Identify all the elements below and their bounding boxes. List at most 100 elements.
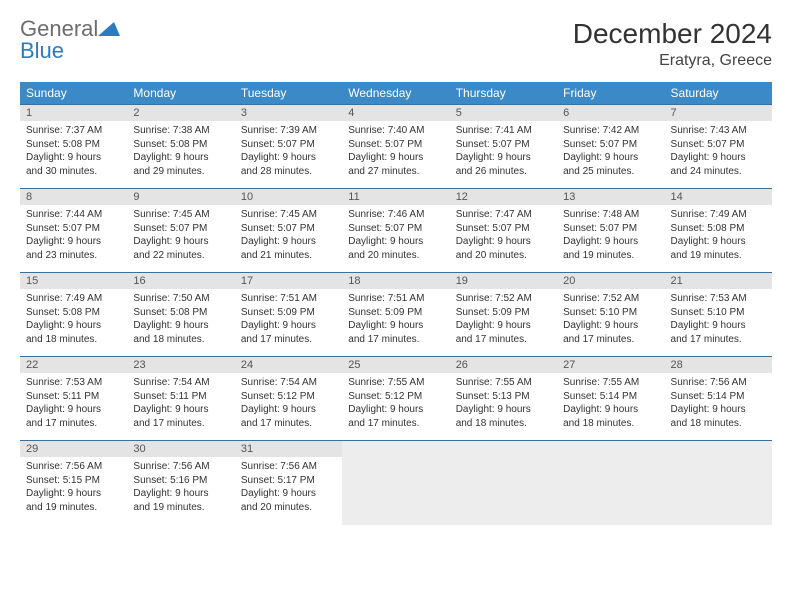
- daylight-text-2: and 18 minutes.: [133, 333, 228, 347]
- daylight-text-1: Daylight: 9 hours: [241, 151, 336, 165]
- day-details: Sunrise: 7:42 AMSunset: 5:07 PMDaylight:…: [557, 121, 664, 182]
- sunset-text: Sunset: 5:09 PM: [241, 306, 336, 320]
- calendar-cell: 23Sunrise: 7:54 AMSunset: 5:11 PMDayligh…: [127, 357, 234, 441]
- calendar-cell: 20Sunrise: 7:52 AMSunset: 5:10 PMDayligh…: [557, 273, 664, 357]
- calendar-cell: 29Sunrise: 7:56 AMSunset: 5:15 PMDayligh…: [20, 441, 127, 525]
- weekday-header-row: Sunday Monday Tuesday Wednesday Thursday…: [20, 82, 772, 105]
- calendar-week-row: 1Sunrise: 7:37 AMSunset: 5:08 PMDaylight…: [20, 105, 772, 189]
- daylight-text-2: and 17 minutes.: [563, 333, 658, 347]
- daylight-text-2: and 22 minutes.: [133, 249, 228, 263]
- daylight-text-1: Daylight: 9 hours: [133, 487, 228, 501]
- calendar-cell: 4Sunrise: 7:40 AMSunset: 5:07 PMDaylight…: [342, 105, 449, 189]
- daylight-text-2: and 17 minutes.: [671, 333, 766, 347]
- daylight-text-2: and 18 minutes.: [26, 333, 121, 347]
- day-number: 10: [235, 189, 342, 205]
- daylight-text-1: Daylight: 9 hours: [348, 151, 443, 165]
- daylight-text-2: and 30 minutes.: [26, 165, 121, 179]
- daylight-text-1: Daylight: 9 hours: [456, 151, 551, 165]
- daylight-text-2: and 20 minutes.: [348, 249, 443, 263]
- calendar-cell: 3Sunrise: 7:39 AMSunset: 5:07 PMDaylight…: [235, 105, 342, 189]
- daylight-text-1: Daylight: 9 hours: [26, 487, 121, 501]
- sunset-text: Sunset: 5:07 PM: [456, 138, 551, 152]
- sunset-text: Sunset: 5:07 PM: [348, 222, 443, 236]
- day-number: 24: [235, 357, 342, 373]
- calendar-cell: 16Sunrise: 7:50 AMSunset: 5:08 PMDayligh…: [127, 273, 234, 357]
- daylight-text-1: Daylight: 9 hours: [671, 151, 766, 165]
- calendar-week-row: 8Sunrise: 7:44 AMSunset: 5:07 PMDaylight…: [20, 189, 772, 273]
- day-details: Sunrise: 7:49 AMSunset: 5:08 PMDaylight:…: [20, 289, 127, 350]
- day-details: Sunrise: 7:40 AMSunset: 5:07 PMDaylight:…: [342, 121, 449, 182]
- day-number: 3: [235, 105, 342, 121]
- calendar-cell: 26Sunrise: 7:55 AMSunset: 5:13 PMDayligh…: [450, 357, 557, 441]
- day-details: Sunrise: 7:48 AMSunset: 5:07 PMDaylight:…: [557, 205, 664, 266]
- day-details: Sunrise: 7:55 AMSunset: 5:14 PMDaylight:…: [557, 373, 664, 434]
- daylight-text-2: and 17 minutes.: [348, 417, 443, 431]
- sunrise-text: Sunrise: 7:56 AM: [133, 460, 228, 474]
- daylight-text-1: Daylight: 9 hours: [133, 235, 228, 249]
- day-details: Sunrise: 7:46 AMSunset: 5:07 PMDaylight:…: [342, 205, 449, 266]
- day-number: 13: [557, 189, 664, 205]
- day-number: 1: [20, 105, 127, 121]
- calendar-cell: 13Sunrise: 7:48 AMSunset: 5:07 PMDayligh…: [557, 189, 664, 273]
- brand-logo: General Blue: [20, 18, 120, 62]
- daylight-text-1: Daylight: 9 hours: [563, 151, 658, 165]
- calendar-cell: 1Sunrise: 7:37 AMSunset: 5:08 PMDaylight…: [20, 105, 127, 189]
- calendar-cell: 15Sunrise: 7:49 AMSunset: 5:08 PMDayligh…: [20, 273, 127, 357]
- sunrise-text: Sunrise: 7:40 AM: [348, 124, 443, 138]
- calendar-cell: 19Sunrise: 7:52 AMSunset: 5:09 PMDayligh…: [450, 273, 557, 357]
- day-number: 5: [450, 105, 557, 121]
- daylight-text-1: Daylight: 9 hours: [563, 319, 658, 333]
- day-details: Sunrise: 7:56 AMSunset: 5:17 PMDaylight:…: [235, 457, 342, 518]
- day-details: Sunrise: 7:56 AMSunset: 5:15 PMDaylight:…: [20, 457, 127, 518]
- location: Eratyra, Greece: [573, 52, 772, 70]
- day-number: 15: [20, 273, 127, 289]
- daylight-text-2: and 27 minutes.: [348, 165, 443, 179]
- sunset-text: Sunset: 5:15 PM: [26, 474, 121, 488]
- page-title: December 2024: [573, 18, 772, 50]
- day-details: Sunrise: 7:47 AMSunset: 5:07 PMDaylight:…: [450, 205, 557, 266]
- day-details: Sunrise: 7:43 AMSunset: 5:07 PMDaylight:…: [665, 121, 772, 182]
- weekday-header: Monday: [127, 82, 234, 105]
- calendar-cell: 10Sunrise: 7:45 AMSunset: 5:07 PMDayligh…: [235, 189, 342, 273]
- calendar-cell: [342, 441, 449, 525]
- day-details: Sunrise: 7:54 AMSunset: 5:12 PMDaylight:…: [235, 373, 342, 434]
- day-number: 18: [342, 273, 449, 289]
- calendar-cell: [450, 441, 557, 525]
- calendar-week-row: 15Sunrise: 7:49 AMSunset: 5:08 PMDayligh…: [20, 273, 772, 357]
- day-details: Sunrise: 7:51 AMSunset: 5:09 PMDaylight:…: [342, 289, 449, 350]
- daylight-text-1: Daylight: 9 hours: [133, 151, 228, 165]
- daylight-text-1: Daylight: 9 hours: [563, 235, 658, 249]
- daylight-text-2: and 23 minutes.: [26, 249, 121, 263]
- sunset-text: Sunset: 5:08 PM: [133, 306, 228, 320]
- weekday-header: Thursday: [450, 82, 557, 105]
- day-details: Sunrise: 7:52 AMSunset: 5:09 PMDaylight:…: [450, 289, 557, 350]
- sunrise-text: Sunrise: 7:39 AM: [241, 124, 336, 138]
- sunset-text: Sunset: 5:08 PM: [133, 138, 228, 152]
- daylight-text-2: and 18 minutes.: [671, 417, 766, 431]
- day-details: Sunrise: 7:53 AMSunset: 5:11 PMDaylight:…: [20, 373, 127, 434]
- daylight-text-1: Daylight: 9 hours: [671, 319, 766, 333]
- daylight-text-1: Daylight: 9 hours: [241, 487, 336, 501]
- calendar-cell: 6Sunrise: 7:42 AMSunset: 5:07 PMDaylight…: [557, 105, 664, 189]
- daylight-text-1: Daylight: 9 hours: [348, 319, 443, 333]
- daylight-text-2: and 19 minutes.: [671, 249, 766, 263]
- sunset-text: Sunset: 5:10 PM: [671, 306, 766, 320]
- day-number: 16: [127, 273, 234, 289]
- calendar-cell: [557, 441, 664, 525]
- day-number: 25: [342, 357, 449, 373]
- day-details: Sunrise: 7:52 AMSunset: 5:10 PMDaylight:…: [557, 289, 664, 350]
- calendar-cell: 27Sunrise: 7:55 AMSunset: 5:14 PMDayligh…: [557, 357, 664, 441]
- sunrise-text: Sunrise: 7:56 AM: [241, 460, 336, 474]
- daylight-text-1: Daylight: 9 hours: [241, 235, 336, 249]
- daylight-text-1: Daylight: 9 hours: [26, 151, 121, 165]
- day-number: 19: [450, 273, 557, 289]
- calendar-cell: 21Sunrise: 7:53 AMSunset: 5:10 PMDayligh…: [665, 273, 772, 357]
- sunset-text: Sunset: 5:08 PM: [26, 138, 121, 152]
- calendar-cell: 14Sunrise: 7:49 AMSunset: 5:08 PMDayligh…: [665, 189, 772, 273]
- sunrise-text: Sunrise: 7:56 AM: [26, 460, 121, 474]
- day-number: 27: [557, 357, 664, 373]
- brand-triangle-icon: [98, 18, 120, 40]
- calendar-cell: 12Sunrise: 7:47 AMSunset: 5:07 PMDayligh…: [450, 189, 557, 273]
- daylight-text-2: and 19 minutes.: [133, 501, 228, 515]
- calendar-cell: 31Sunrise: 7:56 AMSunset: 5:17 PMDayligh…: [235, 441, 342, 525]
